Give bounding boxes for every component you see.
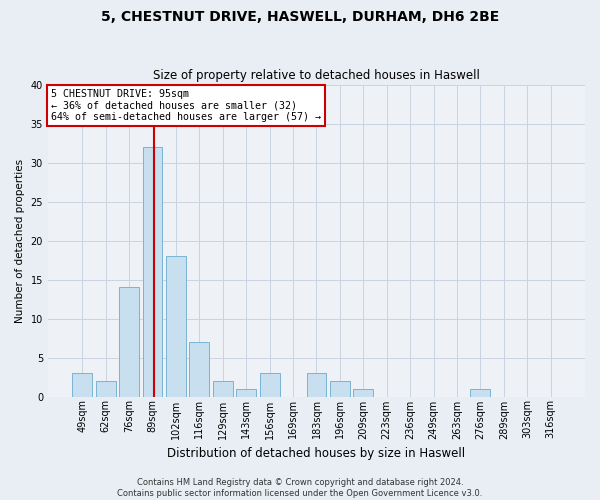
X-axis label: Distribution of detached houses by size in Haswell: Distribution of detached houses by size …: [167, 447, 466, 460]
Bar: [96, 381, 116, 396]
Bar: [307, 373, 326, 396]
Bar: [260, 373, 280, 396]
Bar: [73, 373, 92, 396]
Bar: [236, 388, 256, 396]
Text: Contains HM Land Registry data © Crown copyright and database right 2024.
Contai: Contains HM Land Registry data © Crown c…: [118, 478, 482, 498]
Bar: [330, 381, 350, 396]
Bar: [353, 388, 373, 396]
Bar: [213, 381, 233, 396]
Bar: [166, 256, 186, 396]
Text: 5 CHESTNUT DRIVE: 95sqm
← 36% of detached houses are smaller (32)
64% of semi-de: 5 CHESTNUT DRIVE: 95sqm ← 36% of detache…: [50, 89, 320, 122]
Y-axis label: Number of detached properties: Number of detached properties: [15, 158, 25, 322]
Bar: [143, 147, 163, 396]
Bar: [119, 288, 139, 397]
Bar: [470, 388, 490, 396]
Text: 5, CHESTNUT DRIVE, HASWELL, DURHAM, DH6 2BE: 5, CHESTNUT DRIVE, HASWELL, DURHAM, DH6 …: [101, 10, 499, 24]
Title: Size of property relative to detached houses in Haswell: Size of property relative to detached ho…: [153, 69, 480, 82]
Bar: [190, 342, 209, 396]
